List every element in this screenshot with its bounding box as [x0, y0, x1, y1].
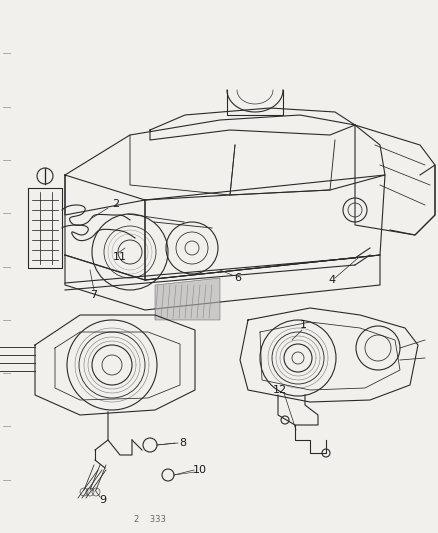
Text: 1: 1 [300, 320, 307, 330]
Text: 12: 12 [273, 385, 287, 395]
Text: 6: 6 [234, 273, 241, 283]
Text: 9: 9 [99, 495, 106, 505]
Polygon shape [155, 278, 220, 320]
Text: 2    333: 2 333 [134, 515, 166, 524]
Text: 2: 2 [113, 199, 120, 209]
Text: 10: 10 [193, 465, 207, 475]
Text: 11: 11 [113, 252, 127, 262]
Text: 7: 7 [90, 290, 98, 300]
Text: 8: 8 [180, 438, 187, 448]
Text: 4: 4 [328, 275, 336, 285]
